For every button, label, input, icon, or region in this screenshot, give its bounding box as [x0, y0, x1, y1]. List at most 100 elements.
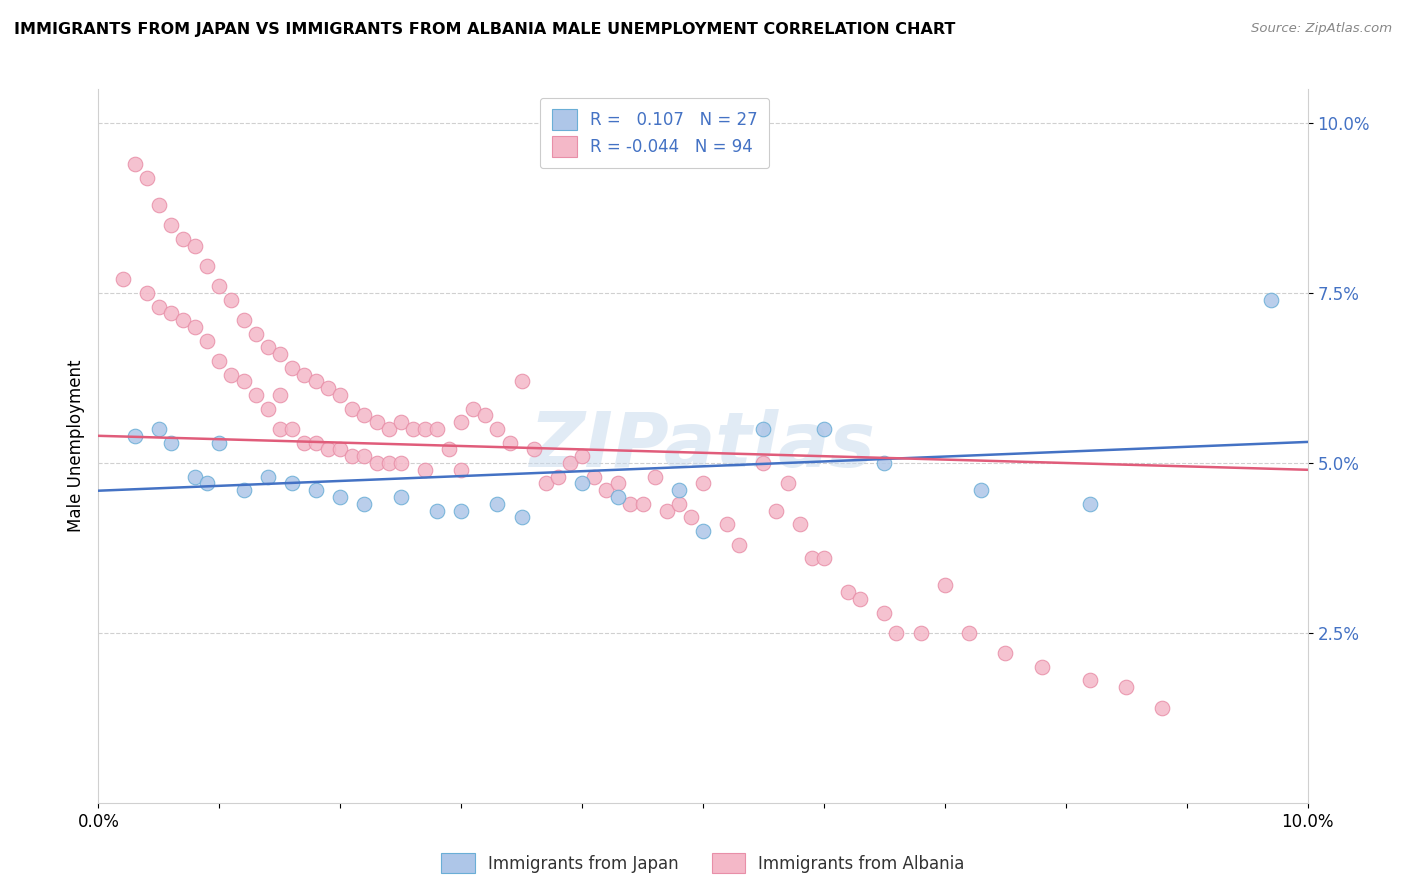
Point [111, 272, 134, 286]
Point [366, 415, 388, 429]
Point [534, 476, 557, 491]
Point [486, 497, 509, 511]
Point [377, 456, 399, 470]
Point [342, 449, 364, 463]
Point [232, 375, 254, 389]
Point [510, 375, 533, 389]
Point [1078, 497, 1101, 511]
Point [245, 326, 267, 341]
Point [232, 313, 254, 327]
Point [377, 422, 399, 436]
Point [644, 469, 666, 483]
Point [486, 422, 509, 436]
Point [886, 626, 908, 640]
Point [353, 497, 375, 511]
Point [353, 449, 375, 463]
Point [765, 503, 787, 517]
Point [837, 585, 859, 599]
Point [752, 456, 775, 470]
Point [269, 347, 291, 361]
Point [256, 341, 278, 355]
Point [316, 381, 339, 395]
Point [148, 422, 170, 436]
Point [474, 409, 496, 423]
Point [160, 435, 183, 450]
Point [389, 415, 412, 429]
Point [571, 449, 593, 463]
Point [849, 591, 872, 606]
Point [413, 422, 436, 436]
Point [558, 456, 581, 470]
Point [463, 401, 485, 416]
Point [668, 483, 690, 498]
Point [523, 442, 546, 457]
Point [342, 401, 364, 416]
Text: ZIPatlas: ZIPatlas [530, 409, 876, 483]
Legend: R =   0.107   N = 27, R = -0.044   N = 94: R = 0.107 N = 27, R = -0.044 N = 94 [540, 97, 769, 169]
Point [970, 483, 993, 498]
Point [281, 476, 304, 491]
Y-axis label: Male Unemployment: Male Unemployment [66, 359, 84, 533]
Point [873, 456, 896, 470]
Point [329, 388, 352, 402]
Point [873, 606, 896, 620]
Point [728, 537, 751, 551]
Point [305, 483, 328, 498]
Point [510, 510, 533, 524]
Point [184, 238, 207, 252]
Point [789, 517, 811, 532]
Point [292, 368, 315, 382]
Point [619, 497, 641, 511]
Point [135, 286, 157, 301]
Text: Source: ZipAtlas.com: Source: ZipAtlas.com [1251, 22, 1392, 36]
Point [607, 476, 630, 491]
Point [305, 375, 328, 389]
Point [329, 490, 352, 504]
Point [148, 300, 170, 314]
Point [1031, 660, 1053, 674]
Point [437, 442, 460, 457]
Point [172, 313, 194, 327]
Point [607, 490, 630, 504]
Point [1115, 680, 1137, 694]
Point [595, 483, 617, 498]
Point [631, 497, 654, 511]
Point [256, 401, 278, 416]
Point [934, 578, 956, 592]
Point [692, 476, 714, 491]
Point [221, 368, 243, 382]
Point [402, 422, 425, 436]
Point [800, 551, 823, 566]
Point [232, 483, 254, 498]
Point [813, 422, 835, 436]
Point [135, 170, 157, 185]
Point [957, 626, 980, 640]
Point [389, 490, 412, 504]
Point [1152, 700, 1174, 714]
Point [426, 503, 449, 517]
Point [1078, 673, 1101, 688]
Point [583, 469, 606, 483]
Point [305, 435, 328, 450]
Point [281, 360, 304, 375]
Point [208, 354, 231, 368]
Point [195, 259, 218, 273]
Point [716, 517, 738, 532]
Point [208, 435, 231, 450]
Point [571, 476, 593, 491]
Point [389, 456, 412, 470]
Point [256, 469, 278, 483]
Point [498, 435, 520, 450]
Point [692, 524, 714, 538]
Point [366, 456, 388, 470]
Point [413, 463, 436, 477]
Point [221, 293, 243, 307]
Point [160, 218, 183, 232]
Point [776, 476, 799, 491]
Text: IMMIGRANTS FROM JAPAN VS IMMIGRANTS FROM ALBANIA MALE UNEMPLOYMENT CORRELATION C: IMMIGRANTS FROM JAPAN VS IMMIGRANTS FROM… [14, 22, 956, 37]
Point [353, 409, 375, 423]
Point [281, 422, 304, 436]
Point [160, 306, 183, 320]
Point [329, 442, 352, 457]
Point [245, 388, 267, 402]
